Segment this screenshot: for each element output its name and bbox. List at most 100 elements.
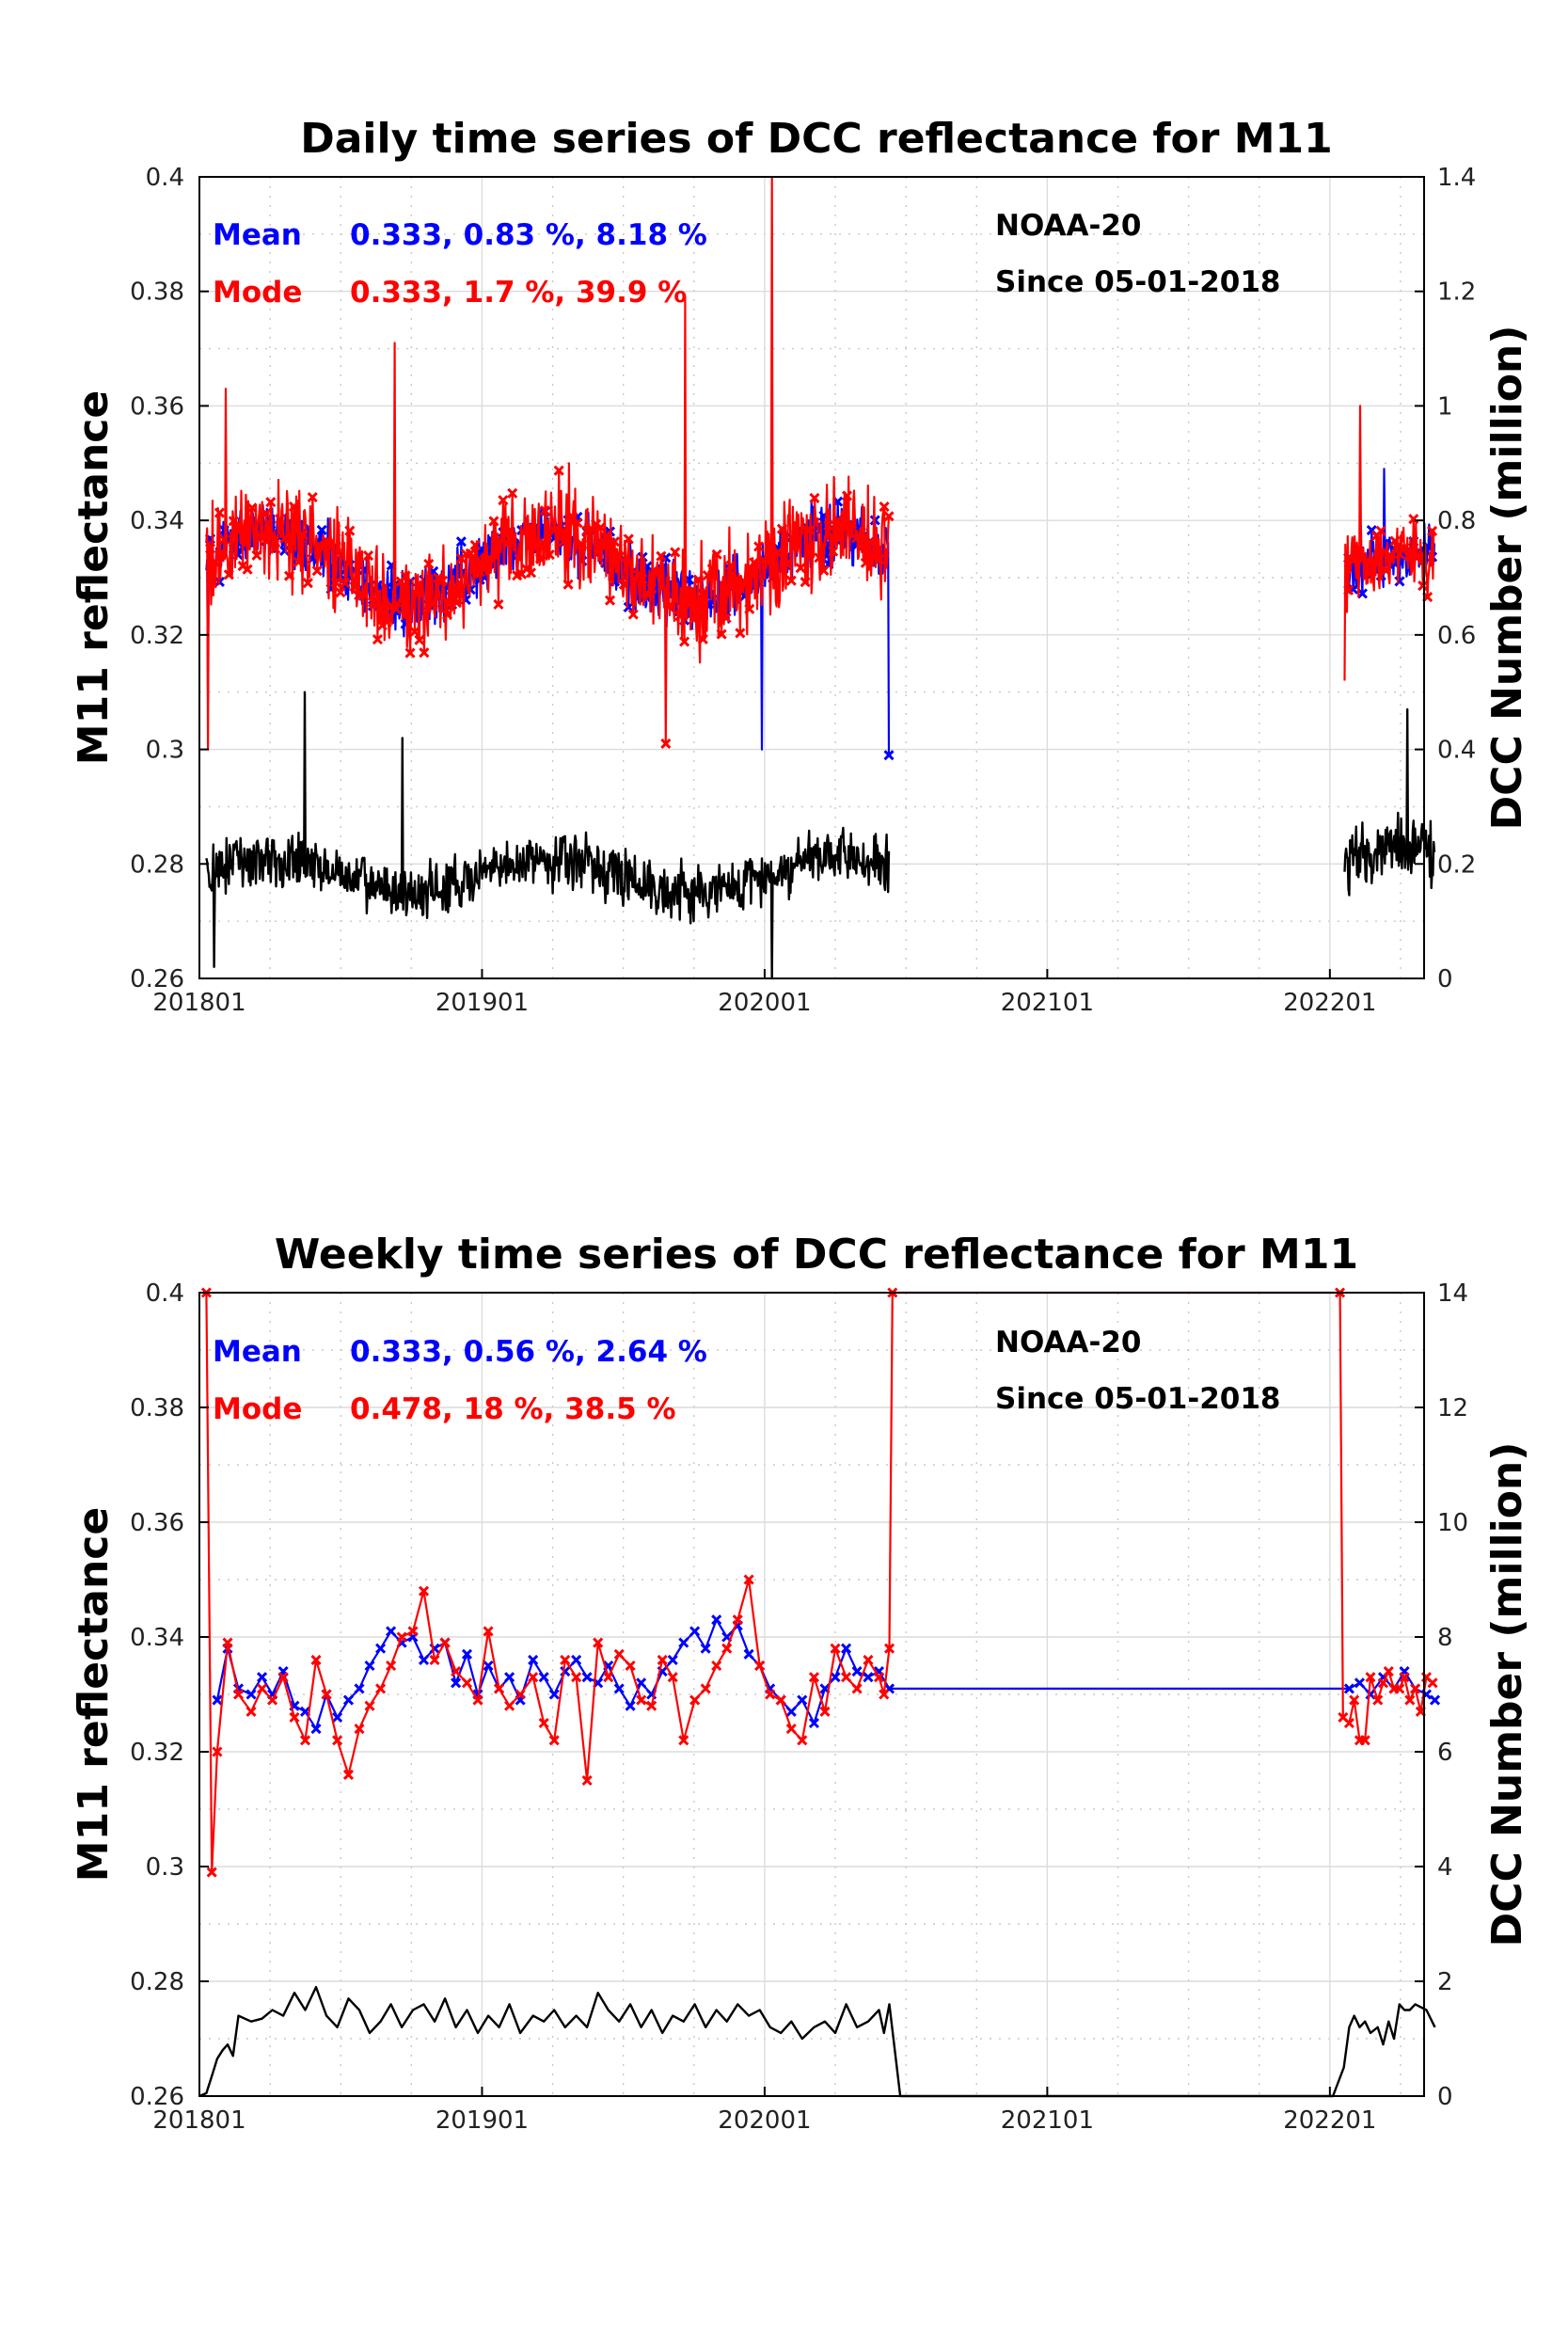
weekly-y2-tick-label: 8 xyxy=(1437,1624,1453,1652)
weekly-mean-marker xyxy=(581,1672,593,1683)
daily-mode-marker xyxy=(325,542,337,553)
daily-mode-marker xyxy=(1408,514,1419,525)
weekly-mode-marker xyxy=(613,1648,625,1660)
daily-mode-marker xyxy=(209,556,221,567)
daily-mode-marker xyxy=(1343,584,1354,596)
daily-mode-marker xyxy=(785,575,797,586)
weekly-mode-marker xyxy=(1372,1694,1384,1706)
weekly-y2-tick-label: 6 xyxy=(1437,1739,1453,1767)
weekly-mode-marker xyxy=(879,1689,890,1700)
weekly-mean-marker xyxy=(483,1660,494,1672)
weekly-mode-marker xyxy=(429,1654,440,1665)
daily-mode-marker xyxy=(442,609,453,620)
daily-chart: Daily time series of DCC reflectance for… xyxy=(70,115,1531,1017)
daily-mode-marker xyxy=(372,634,383,645)
weekly-mode-marker xyxy=(206,1867,217,1878)
daily-dcc-number-line xyxy=(205,691,1436,980)
weekly-mode-marker xyxy=(375,1683,387,1694)
weekly-mean-marker xyxy=(689,1626,701,1637)
daily-mode-marker xyxy=(218,534,230,546)
daily-y2-tick-label: 0.4 xyxy=(1437,737,1476,765)
daily-mode-marker xyxy=(381,616,392,628)
daily-mode-marker xyxy=(837,519,848,531)
daily-mode-marker xyxy=(242,564,253,575)
daily-y-tick-label: 0.4 xyxy=(146,164,184,192)
daily-mode-marker xyxy=(730,574,741,585)
weekly-y-tick-label: 0.38 xyxy=(130,1394,184,1422)
weekly-mode-marker xyxy=(873,1672,885,1683)
weekly-mode-marker xyxy=(775,1694,786,1706)
daily-mode-marker xyxy=(670,547,681,558)
weekly-mode-marker xyxy=(256,1683,268,1694)
weekly-mean-marker xyxy=(711,1614,722,1626)
daily-mode-marker xyxy=(349,580,360,592)
weekly-chart-title: Weekly time series of DCC reflectance fo… xyxy=(275,1231,1358,1279)
daily-y2-tick-label: 0.8 xyxy=(1437,507,1476,535)
daily-mode-marker xyxy=(204,543,216,554)
daily-mode-marker xyxy=(251,549,262,561)
daily-mode-marker xyxy=(256,532,267,543)
daily-mode-marker xyxy=(288,501,300,512)
daily-y-tick-label: 0.26 xyxy=(130,965,184,993)
daily-mode-marker xyxy=(1385,549,1396,561)
daily-mode-marker xyxy=(1389,535,1401,547)
weekly-mode-marker xyxy=(797,1735,808,1746)
weekly-x-tick-label: 202101 xyxy=(1001,2106,1094,2135)
weekly-mode-marker xyxy=(461,1677,473,1689)
weekly-mode-marker xyxy=(407,1626,419,1637)
daily-mode-marker xyxy=(558,536,569,548)
weekly-mean-marker xyxy=(332,1711,343,1723)
weekly-mode-marker xyxy=(451,1666,462,1677)
daily-y2-tick-label: 0.2 xyxy=(1437,850,1476,879)
weekly-mode-marker xyxy=(299,1735,311,1746)
daily-mode-marker xyxy=(1380,564,1391,576)
daily-mode-marker xyxy=(548,525,560,536)
weekly-mode-marker xyxy=(1377,1677,1389,1689)
daily-y-tick-label: 0.28 xyxy=(130,850,184,879)
weekly-mode-marker xyxy=(232,1689,245,1700)
daily-mode-marker xyxy=(683,594,695,605)
daily-mode-marker xyxy=(1375,525,1386,536)
weekly-y-axis-label: M11 reflectance xyxy=(70,1507,118,1882)
weekly-mode-marker xyxy=(1404,1694,1416,1706)
daily-mode-marker xyxy=(1403,550,1415,562)
daily-mode-marker xyxy=(651,568,662,580)
weekly-y-tick-label: 0.36 xyxy=(130,1509,184,1537)
daily-y2-tick-label: 1.2 xyxy=(1437,278,1476,307)
weekly-mode-marker xyxy=(1410,1683,1421,1694)
weekly-mode-marker xyxy=(277,1672,289,1683)
daily-mode-marker xyxy=(739,577,751,588)
weekly-mode-marker xyxy=(222,1637,233,1648)
daily-mode-marker xyxy=(507,487,518,499)
weekly-mode-marker xyxy=(386,1660,397,1672)
daily-legend: Mean 0.333, 0.83 %, 8.18 % Mode 0.333, 1… xyxy=(213,209,1281,310)
daily-mode-marker xyxy=(776,523,787,534)
daily-mode-marker xyxy=(841,490,853,501)
daily-y2-axis-label: DCC Number (million) xyxy=(1483,326,1531,831)
daily-mode-marker xyxy=(679,636,690,647)
daily-y2-tick-label: 0 xyxy=(1437,965,1453,993)
weekly-mean-marker xyxy=(678,1637,689,1648)
weekly-mode-marker xyxy=(667,1672,678,1683)
daily-mode-marker xyxy=(1427,525,1438,537)
weekly-y2-tick-label: 14 xyxy=(1437,1279,1468,1308)
daily-mode-marker xyxy=(771,547,783,559)
daily-mode-marker xyxy=(270,543,281,554)
daily-mode-marker xyxy=(428,597,439,609)
daily-mode-marker xyxy=(265,497,277,508)
daily-mode-line xyxy=(205,175,1436,751)
weekly-x-tick-label: 202201 xyxy=(1283,2106,1376,2135)
weekly-y2-axis-label: DCC Number (million) xyxy=(1483,1442,1531,1947)
weekly-mode-marker xyxy=(504,1700,515,1711)
weekly-mean-marker xyxy=(451,1677,462,1689)
weekly-mode-marker xyxy=(808,1672,820,1683)
daily-mode-marker xyxy=(474,566,485,578)
daily-mode-marker xyxy=(488,516,499,527)
daily-mode-marker xyxy=(660,738,672,750)
weekly-mode-marker xyxy=(732,1614,743,1626)
weekly-mean-marker xyxy=(700,1643,711,1654)
weekly-mode-marker xyxy=(267,1694,278,1706)
weekly-mode-marker xyxy=(1394,1683,1405,1694)
daily-mode-marker xyxy=(344,525,356,536)
weekly-mode-marker xyxy=(1343,1717,1355,1729)
